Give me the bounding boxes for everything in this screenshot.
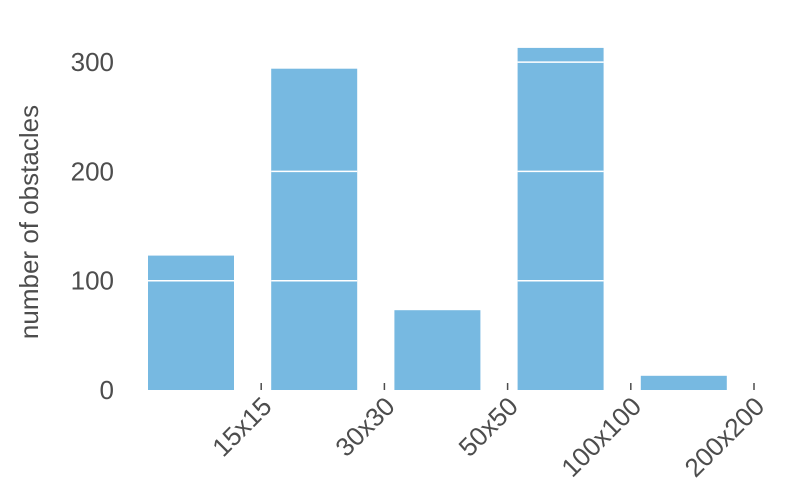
bar-100x100 — [517, 47, 604, 391]
x-tick-label: 100x100 — [555, 391, 647, 483]
x-tick-label: 30x30 — [329, 391, 400, 462]
bar-30x30 — [271, 68, 358, 390]
x-tick-label: 15x15 — [206, 391, 277, 462]
y-tick-label: 0 — [100, 375, 114, 405]
x-tick-label: 200x200 — [678, 391, 770, 483]
bars-group — [148, 47, 727, 391]
x-tick-label: 50x50 — [453, 391, 524, 462]
gridlines-group — [148, 61, 604, 282]
y-axis-label: number of obstacles — [14, 105, 44, 339]
y-axis-ticks: 0 100 200 300 — [71, 47, 114, 405]
y-tick-label: 200 — [71, 156, 114, 186]
y-tick-label: 300 — [71, 47, 114, 77]
y-tick-label: 100 — [71, 266, 114, 296]
bar-15x15 — [148, 255, 234, 390]
x-axis-ticks: 15x15 30x30 50x50 100x100 200x200 — [206, 383, 770, 483]
bar-200x200 — [640, 375, 727, 390]
bar-50x50 — [394, 310, 481, 390]
